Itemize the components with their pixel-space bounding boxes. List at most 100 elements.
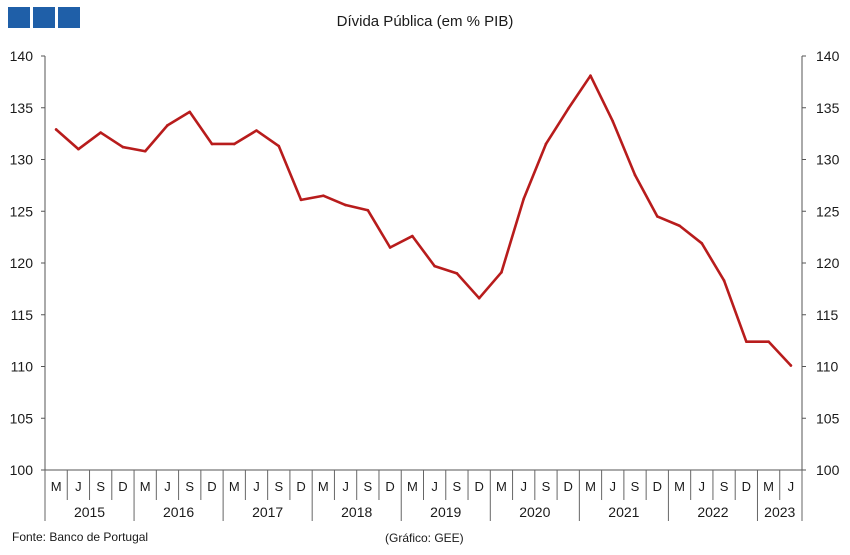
x-year-label: 2018 — [341, 504, 372, 520]
x-quarter-label: D — [118, 479, 127, 494]
data-point — [411, 234, 414, 238]
x-year-label: 2023 — [764, 504, 795, 520]
x-year-label: 2021 — [608, 504, 639, 520]
data-point — [655, 215, 659, 218]
y-tick-label: 105 — [816, 410, 840, 426]
x-quarter-label: D — [742, 479, 751, 494]
data-point — [745, 340, 748, 343]
x-quarter-label: J — [253, 479, 260, 494]
data-point — [678, 224, 681, 228]
x-year-label: 2022 — [697, 504, 728, 520]
x-quarter-label: J — [699, 479, 706, 494]
x-quarter-label: J — [431, 479, 438, 494]
x-year-label: 2016 — [163, 504, 194, 520]
x-year-label: 2015 — [74, 504, 105, 520]
data-point — [299, 198, 303, 202]
y-tick-label: 115 — [11, 307, 34, 323]
y-tick-label: 110 — [11, 359, 34, 375]
data-point — [789, 364, 793, 367]
data-point — [344, 203, 347, 207]
x-quarter-label: S — [542, 479, 551, 494]
x-quarter-label: J — [610, 479, 617, 494]
y-tick-label: 125 — [10, 203, 34, 219]
x-quarter-label: J — [788, 479, 795, 494]
logo-square — [58, 7, 80, 28]
series-line — [54, 74, 793, 367]
x-quarter-label: D — [653, 479, 662, 494]
logo-square — [8, 7, 30, 28]
data-point — [767, 340, 770, 343]
data-point — [544, 142, 548, 146]
y-tick-label: 135 — [10, 100, 34, 116]
x-quarter-label: D — [207, 479, 216, 494]
data-point — [633, 173, 637, 177]
x-quarter-label: J — [75, 479, 82, 494]
x-quarter-label: M — [407, 479, 418, 494]
y-tick-label: 120 — [816, 255, 840, 271]
x-quarter-label: M — [318, 479, 329, 494]
x-quarter-label: M — [763, 479, 774, 494]
data-point — [700, 242, 704, 245]
y-tick-label: 100 — [10, 462, 34, 478]
axes — [44, 56, 803, 471]
logo — [8, 7, 80, 28]
data-point — [121, 145, 125, 149]
data-point — [477, 296, 481, 300]
data-point — [388, 246, 392, 249]
y-axis-left: 100 105 110 115 120 125 130 135 140 — [10, 48, 45, 478]
y-tick-label: 135 — [816, 100, 840, 116]
x-year-label: 2020 — [519, 504, 550, 520]
data-point — [566, 107, 570, 111]
data-point — [522, 197, 525, 201]
data-point — [232, 142, 236, 146]
data-point — [589, 74, 592, 77]
data-point — [722, 279, 726, 282]
x-quarter-label: M — [585, 479, 596, 494]
y-tick-label: 130 — [816, 152, 840, 168]
data-point — [255, 129, 258, 132]
x-quarter-label: S — [185, 479, 194, 494]
data-point — [455, 272, 459, 275]
x-quarter-label: S — [453, 479, 462, 494]
data-point — [210, 142, 214, 146]
data-point — [54, 128, 58, 131]
data-point — [322, 194, 325, 198]
x-quarter-label: J — [164, 479, 171, 494]
x-quarter-label: J — [520, 479, 527, 494]
x-year-label: 2019 — [430, 504, 461, 520]
data-point — [166, 124, 169, 127]
data-point — [99, 131, 102, 134]
data-point — [500, 271, 503, 274]
data-point — [188, 110, 192, 114]
x-quarter-label: S — [720, 479, 729, 494]
data-point — [433, 264, 436, 268]
data-point — [366, 208, 370, 212]
series-layer — [54, 74, 793, 367]
y-tick-label: 125 — [816, 203, 840, 219]
x-quarter-label: M — [229, 479, 240, 494]
y-tick-label: 130 — [10, 152, 34, 168]
x-quarter-label: D — [385, 479, 394, 494]
x-quarter-label: M — [140, 479, 151, 494]
x-quarter-label: S — [631, 479, 640, 494]
y-tick-label: 110 — [816, 359, 839, 375]
y-tick-label: 120 — [10, 255, 34, 271]
x-quarter-label: M — [51, 479, 62, 494]
source-note: Fonte: Banco de Portugal — [12, 530, 148, 544]
x-quarter-label: M — [674, 479, 685, 494]
y-tick-label: 105 — [10, 410, 34, 426]
y-tick-label: 115 — [816, 307, 839, 323]
credit-note: (Gráfico: GEE) — [385, 531, 464, 545]
x-quarter-label: S — [96, 479, 105, 494]
data-point — [77, 147, 80, 151]
x-quarter-label: M — [496, 479, 507, 494]
x-quarter-label: D — [474, 479, 483, 494]
x-quarter-label: S — [274, 479, 283, 494]
x-year-label: 2017 — [252, 504, 283, 520]
y-tick-label: 100 — [816, 462, 840, 478]
x-quarter-label: J — [342, 479, 349, 494]
chart-title: Dívida Pública (em % PIB) — [337, 13, 514, 30]
x-quarter-label: S — [364, 479, 373, 494]
